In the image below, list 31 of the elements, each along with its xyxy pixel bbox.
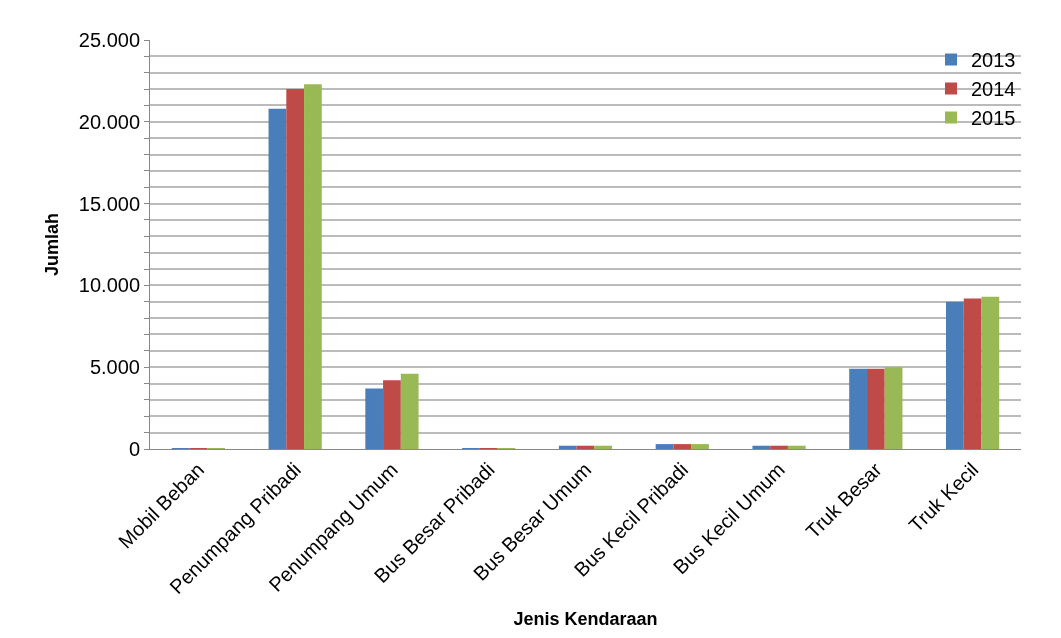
y-tick-label: 20.000 bbox=[78, 110, 140, 133]
bar bbox=[946, 301, 964, 449]
legend-label: 2015 bbox=[971, 107, 1016, 130]
y-axis-title: Jumlah bbox=[42, 212, 63, 277]
bar bbox=[963, 298, 982, 449]
y-tick-label: 0 bbox=[128, 438, 140, 460]
bar bbox=[787, 445, 806, 449]
bar bbox=[752, 445, 771, 449]
y-tick-label: 10.000 bbox=[78, 274, 140, 297]
bar bbox=[594, 445, 613, 449]
bar bbox=[268, 108, 287, 449]
bar bbox=[365, 388, 384, 449]
bar bbox=[866, 368, 885, 449]
bar bbox=[400, 373, 419, 449]
bar bbox=[981, 296, 1000, 449]
bar bbox=[673, 444, 692, 449]
y-tick-label: 15.000 bbox=[78, 192, 140, 215]
bar bbox=[849, 368, 867, 449]
x-axis-title: Jenis Kendaraan bbox=[513, 609, 658, 630]
bar bbox=[304, 84, 322, 449]
bar bbox=[558, 445, 577, 449]
bar bbox=[770, 445, 788, 449]
y-tick-label: 5.000 bbox=[89, 356, 140, 379]
bar bbox=[655, 444, 674, 449]
bar bbox=[383, 380, 401, 449]
legend-label: 2014 bbox=[971, 78, 1016, 101]
bar bbox=[691, 444, 709, 449]
legend-label: 2013 bbox=[971, 49, 1016, 72]
bar bbox=[884, 367, 903, 449]
y-tick-label: 25.000 bbox=[78, 29, 140, 51]
bar bbox=[286, 89, 305, 449]
